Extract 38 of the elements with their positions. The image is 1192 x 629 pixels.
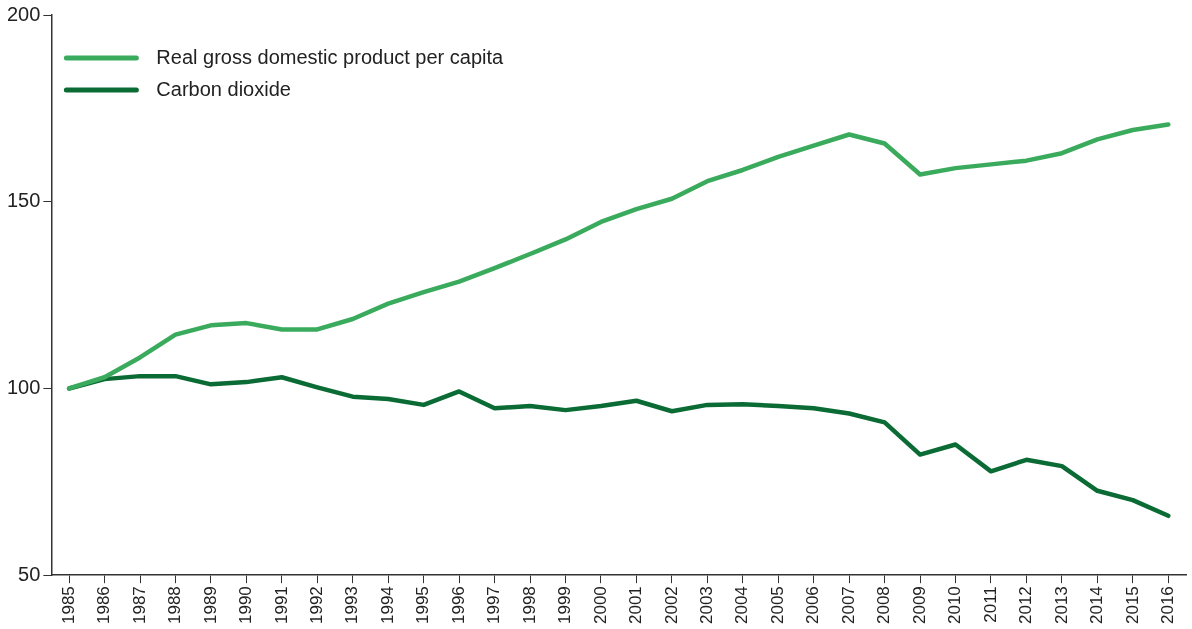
x-tick-label: 1990 [236,586,256,625]
x-tick-label: 2009 [909,586,929,625]
x-tick-label: 2012 [1016,586,1036,625]
x-tick-label: 1996 [448,586,468,625]
x-tick-label: 1998 [519,586,539,625]
x-tick-label: 1991 [271,586,291,625]
x-tick-label: 2015 [1122,586,1142,625]
x-tick-label: 1987 [129,586,149,625]
x-tick-label: 2004 [732,586,752,625]
legend-label: Carbon dioxide [156,77,291,100]
x-tick-label: 2006 [803,586,823,625]
y-tick-label: 150 [6,189,41,212]
x-tick-label: 1988 [165,586,185,625]
x-tick-label: 2001 [626,586,646,625]
x-tick-label: 2002 [661,586,681,625]
x-tick-label: 2013 [1051,586,1071,625]
x-tick-label: 1986 [94,586,114,625]
x-tick-label: 1985 [58,586,78,625]
x-tick-label: 2010 [945,586,965,625]
x-tick-label: 1994 [377,586,397,625]
legend-label: Real gross domestic product per capita [156,45,505,68]
x-tick-label: 1993 [342,586,362,625]
x-tick-label: 2007 [838,586,858,625]
x-tick-label: 1995 [413,586,433,625]
x-tick-label: 1999 [555,586,575,625]
x-tick-label: 1992 [306,586,326,625]
x-tick-label: 2008 [874,586,894,625]
y-tick-label: 200 [6,2,41,25]
x-tick-label: 2016 [1157,586,1177,625]
x-tick-label: 2005 [767,586,787,625]
x-tick-label: 2000 [590,586,610,625]
x-tick-label: 2014 [1087,586,1107,625]
x-tick-label: 1989 [200,586,220,625]
x-tick-label: 1997 [484,586,504,625]
x-tick-label: 2003 [697,586,717,625]
x-tick-label: 2011 [980,586,1000,623]
y-tick-label: 50 [18,562,41,585]
y-tick-label: 100 [6,375,41,398]
